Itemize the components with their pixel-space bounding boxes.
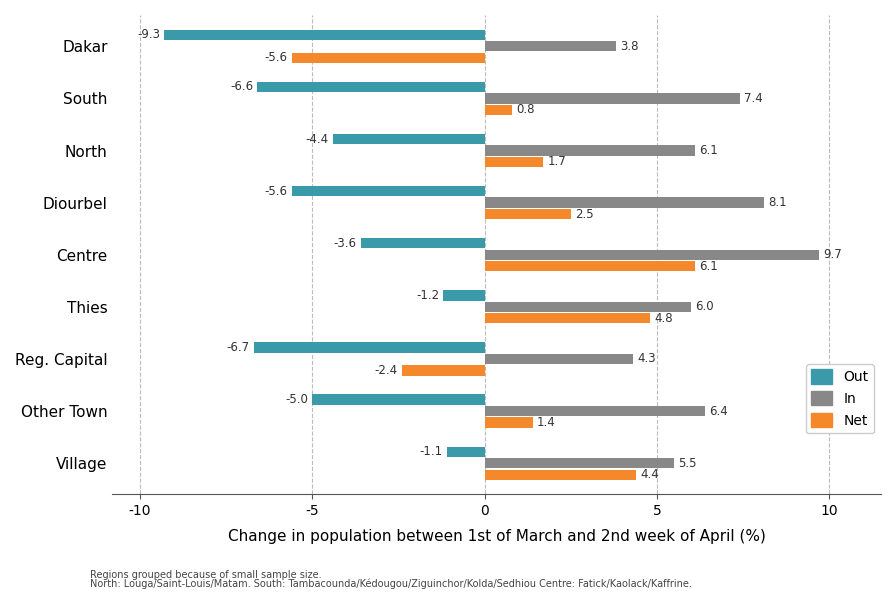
- Text: 4.8: 4.8: [654, 312, 673, 325]
- Text: -3.6: -3.6: [333, 237, 357, 250]
- Text: 9.7: 9.7: [823, 248, 842, 261]
- Bar: [485, 145, 695, 156]
- Text: Regions grouped because of small sample size.: Regions grouped because of small sample …: [90, 571, 322, 580]
- Text: 6.0: 6.0: [695, 300, 714, 314]
- Bar: [333, 134, 485, 144]
- X-axis label: Change in population between 1st of March and 2nd week of April (%): Change in population between 1st of Marc…: [228, 530, 766, 544]
- Bar: [402, 365, 485, 375]
- Text: 3.8: 3.8: [620, 40, 638, 53]
- Text: -9.3: -9.3: [137, 29, 160, 41]
- Text: 8.1: 8.1: [768, 196, 787, 209]
- Bar: [360, 238, 485, 249]
- Text: -6.6: -6.6: [230, 80, 253, 93]
- Text: North: Louga/Saint-Louis/Matam. South: Tambacounda/Kédougou/Ziguinchor/Kolda/Sed: North: Louga/Saint-Louis/Matam. South: T…: [90, 579, 692, 589]
- Text: 4.3: 4.3: [637, 352, 656, 365]
- Bar: [485, 313, 650, 324]
- Bar: [485, 209, 571, 219]
- Text: -5.0: -5.0: [285, 393, 308, 406]
- Bar: [485, 198, 763, 208]
- Legend: Out, In, Net: Out, In, Net: [806, 364, 874, 433]
- Text: 4.4: 4.4: [641, 468, 659, 481]
- Text: 6.1: 6.1: [699, 259, 718, 273]
- Text: -1.1: -1.1: [419, 445, 443, 458]
- Text: 6.4: 6.4: [710, 405, 728, 418]
- Bar: [485, 406, 705, 416]
- Bar: [164, 30, 485, 40]
- Bar: [292, 52, 485, 63]
- Bar: [485, 261, 695, 271]
- Text: 2.5: 2.5: [575, 208, 593, 221]
- Text: -5.6: -5.6: [264, 184, 288, 198]
- Bar: [485, 354, 633, 364]
- Text: 1.7: 1.7: [547, 155, 566, 168]
- Bar: [485, 105, 513, 115]
- Text: -6.7: -6.7: [227, 341, 250, 354]
- Text: -5.6: -5.6: [264, 51, 288, 64]
- Bar: [485, 93, 740, 104]
- Bar: [485, 469, 636, 480]
- Bar: [485, 417, 533, 428]
- Text: 6.1: 6.1: [699, 144, 718, 157]
- Bar: [292, 186, 485, 196]
- Text: 7.4: 7.4: [744, 92, 762, 105]
- Text: 0.8: 0.8: [516, 104, 535, 117]
- Bar: [485, 302, 692, 312]
- Text: -1.2: -1.2: [416, 289, 439, 302]
- Bar: [485, 157, 543, 167]
- Bar: [257, 82, 485, 92]
- Bar: [313, 394, 485, 405]
- Bar: [254, 342, 485, 353]
- Text: -4.4: -4.4: [306, 133, 329, 146]
- Text: -2.4: -2.4: [375, 364, 398, 377]
- Bar: [485, 249, 819, 260]
- Text: 1.4: 1.4: [537, 416, 556, 429]
- Bar: [485, 458, 674, 468]
- Text: 5.5: 5.5: [678, 457, 697, 469]
- Bar: [447, 447, 485, 457]
- Bar: [485, 41, 616, 51]
- Bar: [444, 290, 485, 300]
